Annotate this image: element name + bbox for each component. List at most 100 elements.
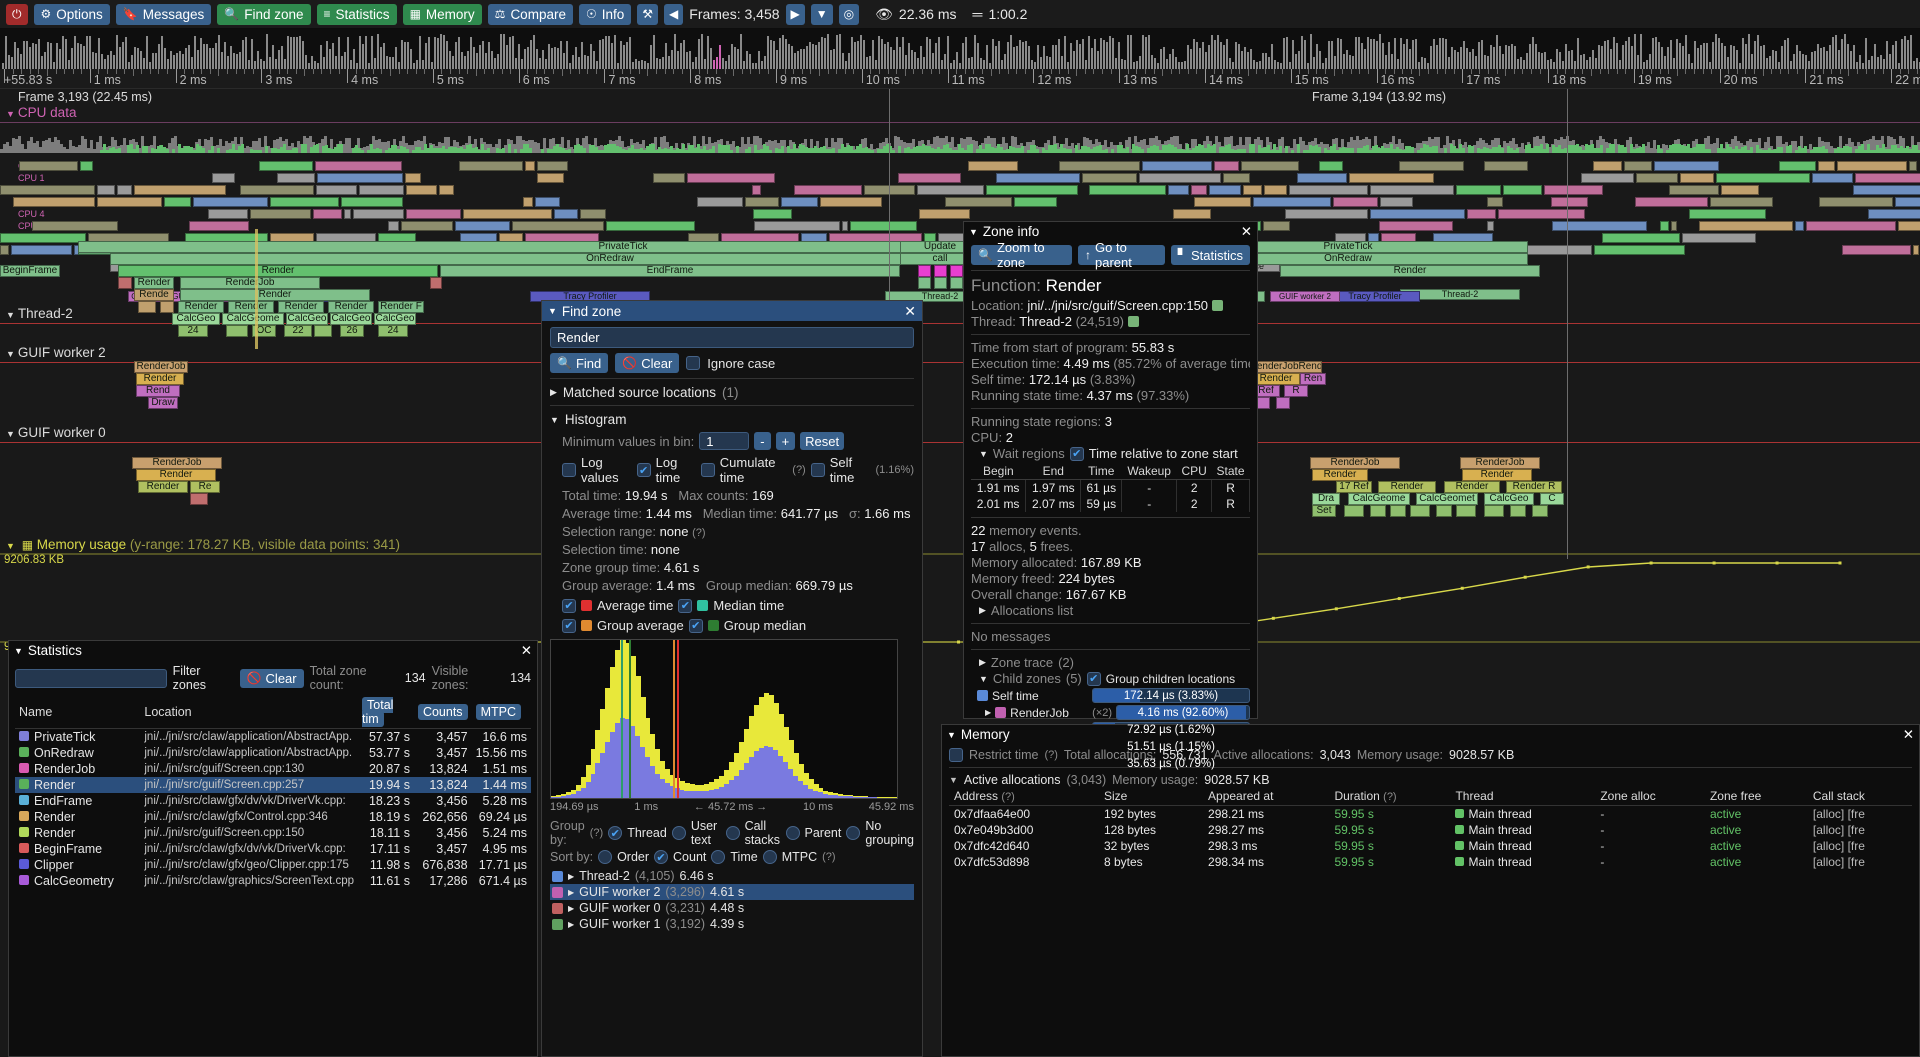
- location-value[interactable]: jni/../jni/src/guif/Screen.cpp:150: [1027, 298, 1209, 313]
- frame-bar[interactable]: [671, 50, 673, 69]
- frame-bar[interactable]: [1115, 58, 1117, 69]
- frame-bar[interactable]: [164, 48, 166, 69]
- timeline-zone[interactable]: [1654, 161, 1719, 171]
- frame-bar[interactable]: [572, 55, 574, 69]
- stat-col-total-time[interactable]: Total tim: [358, 696, 414, 729]
- frame-bar[interactable]: [122, 42, 124, 69]
- timeline-zone[interactable]: [1467, 209, 1496, 219]
- timeline-zone[interactable]: [653, 173, 685, 183]
- timeline-zone[interactable]: [1370, 505, 1386, 517]
- frame-bar[interactable]: [875, 60, 877, 69]
- frame-bar[interactable]: [824, 38, 826, 69]
- frame-bar[interactable]: [161, 36, 163, 69]
- frame-bar[interactable]: [1247, 52, 1249, 69]
- frame-bar[interactable]: [1460, 47, 1462, 69]
- frame-bar[interactable]: [518, 44, 520, 69]
- timeline-zone[interactable]: BeginFrame: [0, 265, 60, 277]
- timeline-zone[interactable]: OnRedraw: [1168, 253, 1528, 265]
- frame-bar[interactable]: [314, 61, 316, 69]
- frame-bar[interactable]: [1604, 41, 1606, 69]
- frame-bar[interactable]: [398, 62, 400, 69]
- frame-bar[interactable]: [1682, 46, 1684, 69]
- timeline-zone[interactable]: [1319, 161, 1343, 171]
- mem-cell-call-stack[interactable]: [alloc] [fre: [1812, 839, 1865, 853]
- log-time-checkbox[interactable]: [636, 463, 651, 477]
- frame-bar[interactable]: [896, 37, 898, 69]
- stat-col-mtpc[interactable]: MTPC: [471, 696, 531, 729]
- frame-bar[interactable]: [1253, 60, 1255, 69]
- find-zone-search-input[interactable]: Render: [550, 327, 914, 348]
- frame-bar[interactable]: [674, 34, 676, 69]
- timeline-zone[interactable]: [1779, 161, 1816, 171]
- mem-col-zone-free[interactable]: Zone free: [1704, 787, 1808, 806]
- mem-col-appeared[interactable]: Appeared at: [1203, 787, 1330, 806]
- frame-bar[interactable]: [902, 37, 904, 69]
- frame-bar[interactable]: [764, 56, 766, 69]
- frame-bar[interactable]: [101, 54, 103, 69]
- timeline-zone[interactable]: [1503, 185, 1542, 195]
- frame-bar[interactable]: [149, 62, 151, 69]
- frame-bar[interactable]: [1133, 62, 1135, 69]
- frame-bar[interactable]: [1895, 41, 1897, 69]
- stat-col-location[interactable]: Location: [140, 696, 359, 729]
- timeline-zone[interactable]: Render: [180, 289, 370, 301]
- timeline-zone[interactable]: [950, 265, 963, 277]
- frame-bar[interactable]: [836, 35, 838, 69]
- min-values-input[interactable]: 1: [699, 432, 750, 450]
- frame-bar[interactable]: [137, 48, 139, 69]
- frame-bar[interactable]: [719, 45, 721, 69]
- sort-by-order-radio[interactable]: [598, 850, 613, 864]
- frame-bar[interactable]: [545, 59, 547, 69]
- frame-bar[interactable]: [1520, 57, 1522, 69]
- frame-bar[interactable]: [1313, 57, 1315, 69]
- timeline-zone[interactable]: [13, 197, 95, 207]
- child-zones-label[interactable]: Child zones: [992, 671, 1061, 686]
- frame-bar[interactable]: [845, 61, 847, 69]
- group-children-checkbox[interactable]: [1086, 671, 1101, 686]
- frame-bar[interactable]: [983, 60, 985, 69]
- frame-bar[interactable]: [950, 63, 952, 69]
- frame-bar[interactable]: [623, 45, 625, 69]
- frame-bar[interactable]: [1649, 54, 1651, 69]
- frame-bar[interactable]: [281, 46, 283, 69]
- frame-bar[interactable]: [866, 57, 868, 69]
- frame-bar[interactable]: [1112, 38, 1114, 69]
- frame-bar[interactable]: [1559, 52, 1561, 69]
- frame-bar[interactable]: [1100, 38, 1102, 69]
- timeline-zone[interactable]: [1168, 185, 1189, 195]
- timeline-zone[interactable]: [917, 185, 984, 195]
- timeline-zone[interactable]: [537, 161, 568, 171]
- frame-bar[interactable]: [1916, 58, 1918, 69]
- frame-bar[interactable]: [728, 55, 730, 69]
- timeline-zone[interactable]: [459, 161, 523, 171]
- frame-bar[interactable]: [1772, 50, 1774, 69]
- frame-bar[interactable]: [1820, 48, 1822, 69]
- timeline-zone[interactable]: RenderJob: [134, 361, 188, 373]
- restrict-time-hint[interactable]: (?): [1044, 749, 1058, 761]
- timeline-zone[interactable]: [1909, 161, 1917, 171]
- frame-bar[interactable]: [548, 44, 550, 69]
- frame-bar[interactable]: [626, 42, 628, 69]
- frame-bar[interactable]: [296, 37, 298, 69]
- frame-bar[interactable]: [509, 37, 511, 69]
- frame-bar[interactable]: [1142, 35, 1144, 69]
- frame-bar[interactable]: [470, 37, 472, 69]
- timeline-zone[interactable]: [1581, 173, 1634, 183]
- frame-bar[interactable]: [986, 45, 988, 69]
- timeline-zone[interactable]: [687, 173, 775, 183]
- close-icon[interactable]: ✕: [520, 642, 532, 658]
- frame-bar[interactable]: [722, 58, 724, 69]
- frame-bar[interactable]: [368, 63, 370, 69]
- frame-bar[interactable]: [422, 60, 424, 69]
- zone-statistics-button[interactable]: ▘ Statistics: [1170, 245, 1250, 265]
- timeline-zone[interactable]: [1191, 185, 1207, 195]
- frame-bar[interactable]: [974, 35, 976, 69]
- frame-bar[interactable]: [1289, 62, 1291, 69]
- stat-col-counts[interactable]: Counts: [413, 696, 472, 729]
- frame-bar[interactable]: [857, 41, 859, 69]
- frame-bar[interactable]: [1544, 52, 1546, 69]
- frame-bar[interactable]: [1283, 38, 1285, 69]
- frame-bar[interactable]: [872, 40, 874, 69]
- frame-bar[interactable]: [1361, 43, 1363, 69]
- frame-bar[interactable]: [1595, 58, 1597, 69]
